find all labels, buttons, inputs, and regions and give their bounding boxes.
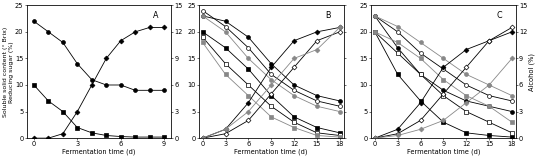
X-axis label: Fermentation time (d): Fermentation time (d) (407, 149, 480, 155)
X-axis label: Fermentation time (d): Fermentation time (d) (235, 149, 308, 155)
Text: A: A (153, 11, 158, 20)
Y-axis label: Soluble solid content (° Brix)
Reducing sugar (%): Soluble solid content (° Brix) Reducing … (3, 27, 13, 117)
Text: C: C (497, 11, 502, 20)
X-axis label: Fermentation time (d): Fermentation time (d) (62, 149, 136, 155)
Text: B: B (325, 11, 330, 20)
Y-axis label: Alcohol (%): Alcohol (%) (529, 53, 535, 91)
